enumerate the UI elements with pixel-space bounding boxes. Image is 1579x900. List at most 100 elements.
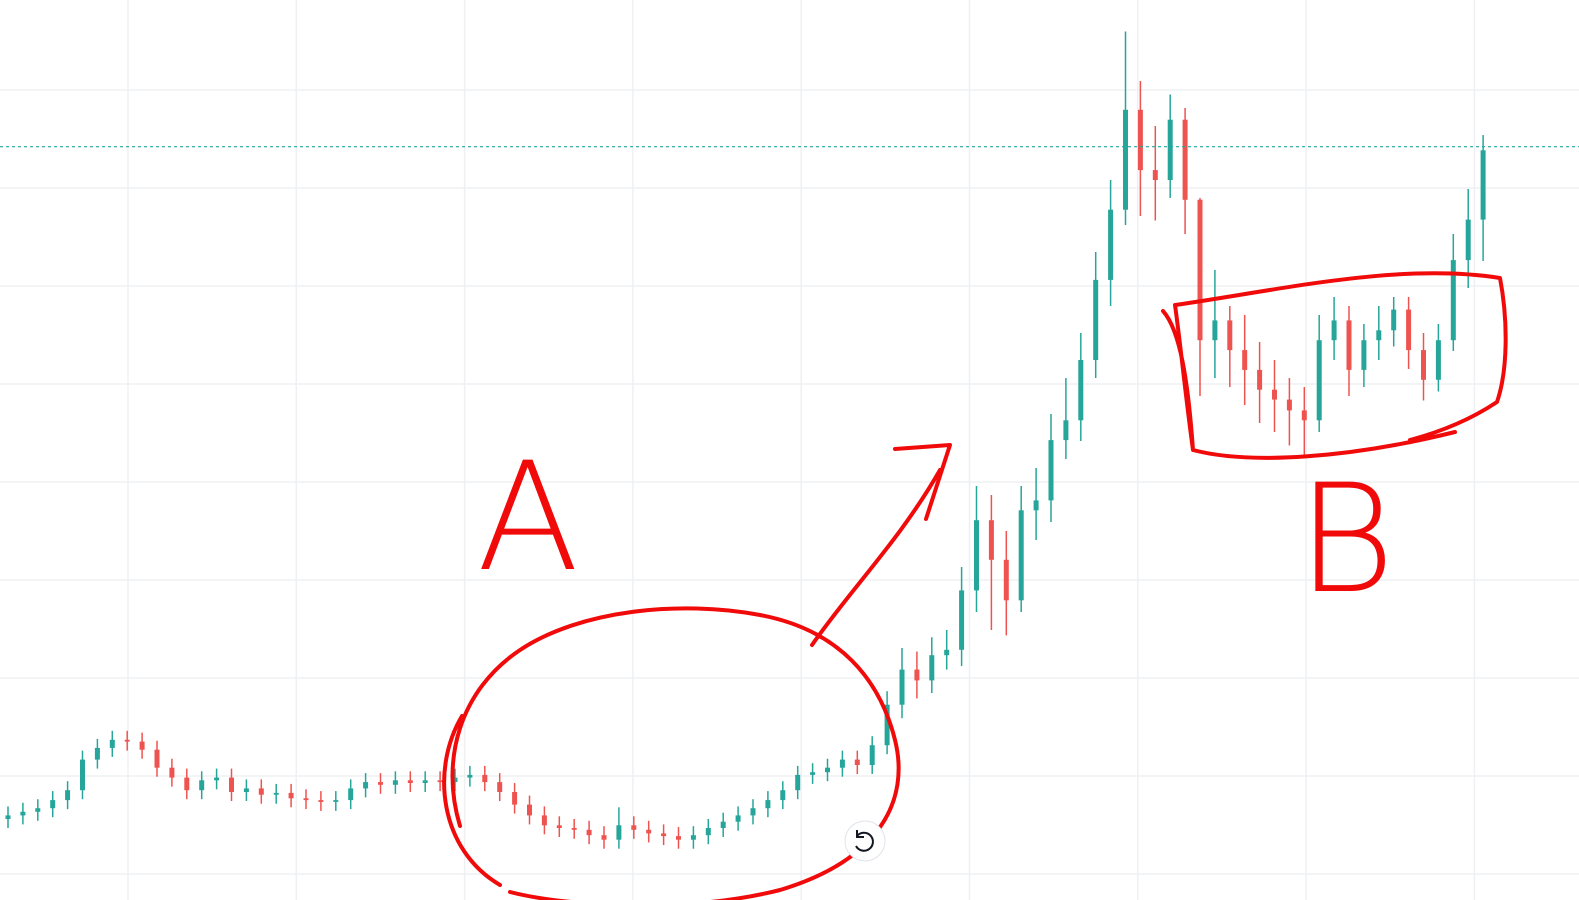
candle-body [467,774,473,778]
candle-body [1227,320,1233,351]
candle-body [1018,510,1024,601]
candle-body [1406,309,1412,351]
candle-body [452,777,458,783]
candle-body [348,788,354,801]
candle-body [1272,389,1277,400]
candle-body [184,777,190,791]
annotation-a: A [477,431,580,605]
candle-body [750,808,756,816]
candle-body [1033,500,1039,511]
candle-body [169,767,175,778]
reset-icon[interactable] [855,830,874,852]
candle-body [1465,219,1471,261]
candle-body [273,792,279,795]
reset-button[interactable] [844,820,886,862]
candle-body [407,780,413,783]
candle-body [839,759,845,768]
candle-body [541,815,547,826]
candle-body [437,780,443,783]
candle-body [1152,170,1158,180]
candle-body [1093,279,1099,360]
candle-body [1346,320,1352,370]
candle-body [1242,350,1248,370]
candle-body [810,772,816,775]
candle-body [631,825,637,830]
candle-body [94,747,100,760]
candle-body [765,800,771,809]
candle-body [303,798,309,801]
candle-body [124,739,130,742]
candle-body [1376,330,1382,341]
candle-body [1391,309,1397,331]
candle-body [258,788,264,795]
reset-button-bg[interactable] [844,820,886,862]
candles [0,31,1579,849]
candle-body [1480,150,1486,220]
candle-body [422,780,428,783]
candle-body [527,804,532,816]
candle-body [1361,340,1367,370]
candle-body [482,774,488,783]
candle-body [795,774,801,791]
candle-body [988,520,994,560]
candle-body [586,829,592,836]
candle-body [1212,320,1218,341]
box-b [1161,271,1508,460]
candle-body [661,833,667,837]
candle-body [571,828,577,830]
candle-body [1003,559,1009,601]
candle-body [944,649,950,656]
candle-body [1257,369,1263,390]
candle-body [65,790,71,801]
candle-body [899,669,905,705]
candle-body [50,800,56,809]
candle-body [929,655,935,681]
candle-body [601,835,607,840]
candle-body [1301,410,1307,421]
annotation-b: B [1297,453,1395,627]
candle-body [214,777,220,781]
candle-body [392,780,398,785]
candle-body [1063,420,1069,441]
candle-body [1137,109,1143,171]
candle-body [1167,119,1173,180]
candle-body [1316,340,1322,421]
candle-body [1286,399,1292,411]
candle-body [780,790,786,801]
candle-body [825,767,830,773]
candle-body [139,741,145,750]
candle-body [914,669,920,681]
candle-body [109,739,115,748]
candle-body [20,811,26,816]
candle-body [869,745,875,765]
candle-body [80,759,85,791]
candle-body [154,749,160,768]
candle-body [1182,119,1188,200]
candle-body [705,828,711,836]
candle-body [1123,109,1128,210]
candle-body [690,835,696,840]
candle-body [1108,209,1114,280]
candle-body [35,808,41,812]
candle-body [199,780,205,791]
candle-body [676,836,681,840]
candle-body [735,815,741,822]
candle-body [497,782,503,792]
candle-body [1078,360,1084,421]
candle-body [1048,440,1054,501]
candle-body [318,800,324,802]
candle-body [959,590,965,650]
candle-body [556,825,562,828]
candle-body [884,704,890,746]
candle-body [854,759,860,765]
candle-body [1197,199,1203,341]
annotations: A B [442,271,1508,900]
candle-body [1450,260,1456,341]
candle-body [288,792,294,799]
candle-body [1421,350,1426,380]
candle-body [720,821,726,828]
candle-body [229,777,234,792]
arrow [810,443,952,647]
